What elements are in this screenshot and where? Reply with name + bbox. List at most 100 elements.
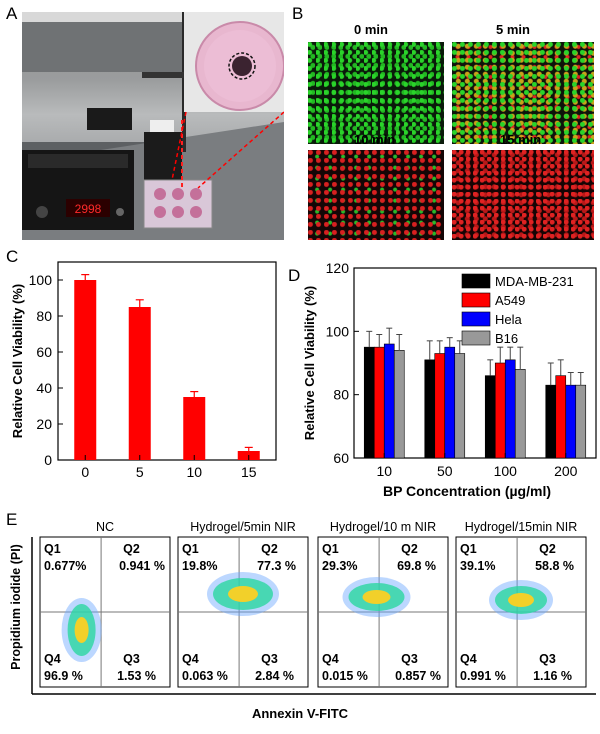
chart-d-ytick-label-0: 60 (333, 450, 349, 466)
chart-d-bar-3-3 (575, 384, 587, 459)
flow-q2-name-1: Q2 (261, 542, 278, 556)
flow-q1-value-3: 39.1% (460, 559, 495, 573)
chart-d-bar-1-3 (454, 353, 466, 459)
flow-q1-value-2: 29.3% (322, 559, 357, 573)
chart-d-xtick-label-2: 100 (494, 463, 518, 479)
chart-c-bar-0 (74, 280, 97, 460)
chart-d-xlabel: BP Concentration (µg/ml) (383, 483, 551, 499)
chart-d-bar-0-2 (383, 343, 395, 459)
chart-c-ytick-label-4: 80 (36, 308, 52, 324)
chart-d-legend-swatch-0 (461, 273, 491, 289)
flow-q2-value-2: 69.8 % (397, 559, 436, 573)
chart-c-xtick-label-2: 10 (186, 464, 202, 480)
chart-d-legend-label-2: Hela (495, 312, 523, 327)
flow-q3-value-1: 2.84 % (255, 669, 294, 683)
chart-d-bar-2-1 (494, 362, 506, 459)
flow-q4-name-1: Q4 (182, 652, 199, 666)
chart-c-bar-1 (128, 307, 151, 460)
flow-dots-core-0 (74, 617, 89, 643)
chart-d-ytick-label-3: 120 (326, 260, 350, 276)
chart-d-xtick-label-3: 200 (554, 463, 578, 479)
chart-c-xtick-label-3: 15 (241, 464, 257, 480)
chart-c-frame (57, 261, 277, 461)
chart-d-ytick-label-2: 100 (326, 323, 350, 339)
petri-dish-inset (184, 12, 284, 112)
chart-d-bar-3-0 (545, 384, 557, 459)
chart-d-xtick-label-0: 10 (376, 463, 392, 479)
lab-setup-photo: 2998 (22, 12, 284, 240)
chart-d-bar-1-1 (434, 353, 446, 459)
chart-d-bar-0-0 (363, 346, 375, 459)
flow-q2-value-3: 58.8 % (535, 559, 574, 573)
flow-q1-value-0: 0.677% (44, 559, 86, 573)
fluorescence-image-0min (308, 42, 444, 144)
flow-q3-value-3: 1.16 % (533, 669, 572, 683)
flow-q2-name-0: Q2 (123, 542, 140, 556)
chart-c-bar-2 (183, 397, 206, 460)
flow-dots-core-2 (362, 590, 391, 604)
panel-label-d: D (288, 266, 301, 285)
chart-d-bar-0-1 (373, 346, 385, 459)
chart-d-ylabel: Relative Cell Viability (%) (302, 286, 317, 440)
flow-q3-value-0: 1.53 % (117, 669, 156, 683)
chart-c-ytick-label-3: 60 (36, 344, 52, 360)
fluorescence-panel: 0 min 5 min 10 min 15 min (306, 14, 598, 242)
chart-d-xtick-label-1: 50 (437, 463, 453, 479)
flow-q4-name-2: Q4 (322, 652, 339, 666)
power-display: 2998 (75, 202, 102, 216)
panel-label-c: C (6, 247, 19, 266)
flow-xlabel: Annexin V-FITC (251, 706, 349, 721)
chart-d-ytick-label-1: 80 (333, 387, 349, 403)
flow-q3-name-3: Q3 (539, 652, 556, 666)
chart-d-bar-2-2 (504, 359, 516, 459)
fluorescence-time-label-5: 5 min (496, 22, 530, 37)
flow-q4-value-1: 0.063 % (182, 669, 228, 683)
flow-q3-name-2: Q3 (401, 652, 418, 666)
chart-d-bar-1-2 (444, 346, 456, 459)
flow-q1-value-1: 19.8% (182, 559, 217, 573)
chart-d-bar-2-3 (514, 369, 526, 459)
chart-d-bar-3-1 (555, 375, 567, 459)
fluorescence-image-10min (308, 150, 444, 240)
chart-d-bar-1-0 (424, 359, 436, 459)
flow-plot-title-0: NC (96, 520, 114, 534)
flow-plot-title-2: Hydrogel/10 m NIR (330, 520, 436, 534)
flow-q2-value-1: 77.3 % (257, 559, 296, 573)
flow-q4-name-0: Q4 (44, 652, 61, 666)
flow-q4-name-3: Q4 (460, 652, 477, 666)
chart-d-legend-label-3: B16 (495, 331, 518, 346)
flow-q3-value-2: 0.857 % (395, 669, 441, 683)
panel-label-b: B (292, 4, 304, 23)
flow-q3-name-0: Q3 (123, 652, 140, 666)
flow-q1-name-0: Q1 (44, 542, 61, 556)
flow-q4-value-0: 96.9 % (44, 669, 83, 683)
chart-c-ytick-label-5: 100 (29, 272, 53, 288)
flow-plot-title-3: Hydrogel/15min NIR (465, 520, 578, 534)
flow-q4-value-3: 0.991 % (460, 669, 506, 683)
chart-c-xtick-label-1: 5 (136, 464, 144, 480)
chart-d-legend-swatch-3 (461, 330, 491, 346)
chart-d-frame (353, 267, 597, 459)
fluorescence-time-label-0: 0 min (354, 22, 388, 37)
flow-q3-name-1: Q3 (261, 652, 278, 666)
flow-cytometry-panel: NC Q1 0.677% Q2 0.941 % Q4 96.9 % Q3 1.53 % Hydro… (31, 520, 596, 695)
flow-q2-value-0: 0.941 % (119, 559, 165, 573)
chart-d-legend-label-0: MDA-MB-231 (495, 274, 574, 289)
fluorescence-time-label-15: 15 min (500, 132, 542, 147)
chart-c-ytick-label-2: 40 (36, 380, 52, 396)
flow-q1-name-1: Q1 (182, 542, 199, 556)
chart-d-legend-swatch-1 (461, 292, 491, 308)
fluorescence-time-label-10: 10 min (354, 132, 396, 147)
chart-c-ytick-label-0: 0 (44, 452, 52, 468)
flow-q2-name-2: Q2 (401, 542, 418, 556)
flow-q4-value-2: 0.015 % (322, 669, 368, 683)
fluorescence-image-15min (452, 150, 594, 240)
flow-q1-name-2: Q1 (322, 542, 339, 556)
flow-dots-core-3 (508, 593, 534, 607)
flow-q1-name-3: Q1 (460, 542, 477, 556)
chart-c-ylabel: Relative Cell Viability (%) (10, 284, 25, 438)
chart-d-legend-swatch-2 (461, 311, 491, 327)
chart-c: 020406080100051015Time (min)Relative Cel… (10, 261, 277, 480)
panel-label-e: E (6, 510, 18, 529)
